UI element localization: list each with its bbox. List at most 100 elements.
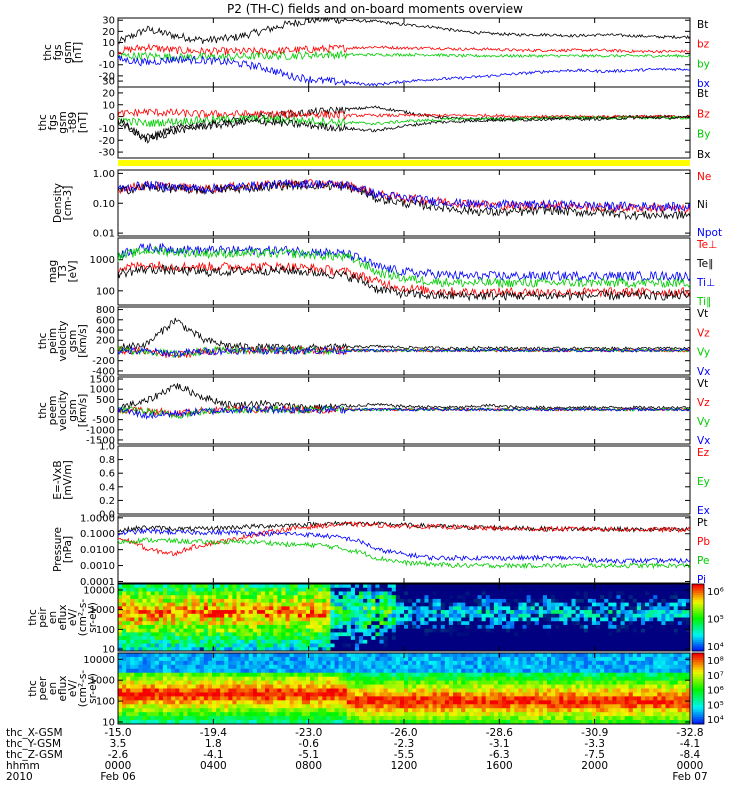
ephemeris-label: hhmm: [6, 760, 40, 772]
ephemeris-value: -3.1: [489, 738, 510, 750]
y-axis-label: eV/: [67, 679, 79, 697]
y-axis-label: eflux: [57, 676, 69, 702]
series-line-Te∥: [117, 264, 691, 302]
y-tick-label: 30: [102, 77, 115, 88]
y-tick-label: 1500: [90, 375, 115, 386]
y-tick-label: -10: [99, 124, 115, 135]
y-axis-label: peim: [47, 328, 59, 354]
y-tick-label: 30: [102, 16, 115, 27]
y-axis-label: -t89: [67, 112, 79, 133]
ephemeris-value: 2000: [581, 760, 608, 772]
legend-entry: bz: [697, 39, 710, 51]
y-tick-label: -30: [99, 148, 115, 159]
y-tick-label: 0: [109, 49, 115, 60]
y-tick-label: -400: [92, 366, 115, 377]
y-tick-label: -200: [92, 356, 115, 367]
y-tick-label: 1.0: [99, 442, 115, 453]
ephemeris-value: 1200: [391, 760, 418, 772]
y-axis-label: [nPa]: [62, 536, 74, 563]
y-axis-label: E=-VxB: [52, 460, 64, 499]
y-axis-label: fgs: [47, 115, 59, 131]
legend-entry: Ey: [697, 476, 710, 488]
ion-spec-colorbar: [691, 583, 705, 652]
y-axis-label: T3: [57, 265, 69, 279]
colorbar-tick-label: 10⁵: [707, 615, 724, 626]
legend-entry: Ex: [697, 505, 710, 517]
legend-entry: Vz: [697, 327, 710, 339]
legend-entry: bx: [697, 78, 710, 90]
y-tick-label: -1000: [86, 425, 115, 436]
panel-efield: 1.0 0.8 0.6 0.4 0.2 0.0 E=-VxB[mV/m] Ez Ey Ex: [52, 442, 710, 521]
legend-entry: Pe: [697, 555, 709, 567]
y-tick-label: 500: [96, 395, 115, 406]
legend-entry: Pi: [697, 574, 706, 586]
y-tick-label: 0: [109, 346, 115, 357]
ephemeris-value: -28.6: [486, 727, 513, 739]
y-tick-label: 0: [109, 405, 115, 416]
y-axis-label: Density: [52, 183, 64, 223]
ephemeris-value: 0000: [105, 760, 132, 772]
ephemeris-value: -2.3: [394, 738, 415, 750]
y-tick-label: -10: [99, 60, 115, 71]
ephemeris-value: -3.3: [584, 738, 605, 750]
legend-entry: Vy: [697, 416, 710, 428]
ephemeris-label: thc_X-GSM: [6, 727, 63, 739]
y-tick-label: 1000: [90, 255, 115, 266]
series-line-Vx: [117, 405, 691, 420]
series-line-Te⊥: [117, 261, 691, 298]
ephemeris-value: -5.5: [394, 749, 415, 761]
y-axis-label: velocity: [57, 320, 69, 361]
ephemeris-value: -7.5: [584, 749, 605, 761]
y-tick-label: 400: [96, 326, 115, 337]
date-label: Feb 07: [672, 771, 707, 783]
legend-entry: Vx: [697, 366, 710, 378]
colorbar-tick-label: 10⁶: [707, 587, 724, 598]
y-tick-label: 200: [96, 336, 115, 347]
y-tick-label: 1000: [90, 385, 115, 396]
legend-entry: Vt: [697, 308, 708, 320]
ephemeris-value: -5.1: [298, 749, 319, 761]
y-tick-label: 100: [96, 625, 115, 636]
y-axis-label: [km/s]: [77, 394, 89, 428]
legend-entry: Bt: [697, 88, 708, 100]
series-line-Vt: [117, 383, 691, 412]
y-axis-label: mag: [47, 260, 59, 283]
ephemeris-label: 2010: [6, 771, 33, 783]
y-axis-label: eV/: [67, 608, 79, 626]
legend-entry: Vt: [697, 378, 708, 390]
y-tick-label: 1000: [90, 676, 115, 687]
y-axis-label: [nT]: [72, 42, 84, 63]
y-tick-label: -20: [99, 136, 115, 147]
efield-frame: [117, 445, 691, 515]
y-tick-label: 20: [102, 88, 115, 99]
y-tick-label: 0.4: [99, 482, 115, 493]
series-line-Pb: [117, 521, 691, 557]
y-tick-label: 0.1000: [80, 529, 115, 540]
panel-pressure: 1.0000 0.1000 0.0100 0.0010 0.0001 Pressure[n…: [52, 513, 710, 588]
ephemeris-value: -8.4: [680, 749, 701, 761]
y-axis-label: Pressure: [52, 527, 64, 572]
y-axis-label: peer: [37, 676, 49, 701]
y-axis-label: sr-eV): [87, 673, 99, 704]
y-tick-label: 10: [102, 645, 115, 656]
legend-entry: Pt: [697, 517, 707, 529]
date-label: Feb 06: [100, 771, 136, 783]
legend-entry: Ez: [697, 447, 710, 459]
ephemeris-value: 1.8: [205, 738, 222, 750]
y-tick-label: 1.00: [93, 169, 115, 180]
y-tick-label: 800: [96, 305, 115, 316]
series-line-by: [117, 49, 691, 62]
density-frame: [117, 169, 691, 237]
y-axis-label: sr-eV): [87, 602, 99, 633]
panel-ion-spec: 10⁶ 10⁵ 10⁴ 10000 1000 100 10 thcpeirenefluxeV/…: [27, 583, 724, 656]
y-axis-label: peir: [37, 607, 49, 628]
y-axis-label: gsm: [67, 399, 79, 421]
ele-spec-colorbar: [691, 652, 705, 725]
series-line-Pe: [117, 537, 691, 570]
chart-title: P2 (TH-C) fields and on-board moments ov…: [227, 2, 523, 16]
ephemeris-value: -23.0: [295, 727, 322, 739]
y-axis-label: thc: [27, 680, 39, 697]
